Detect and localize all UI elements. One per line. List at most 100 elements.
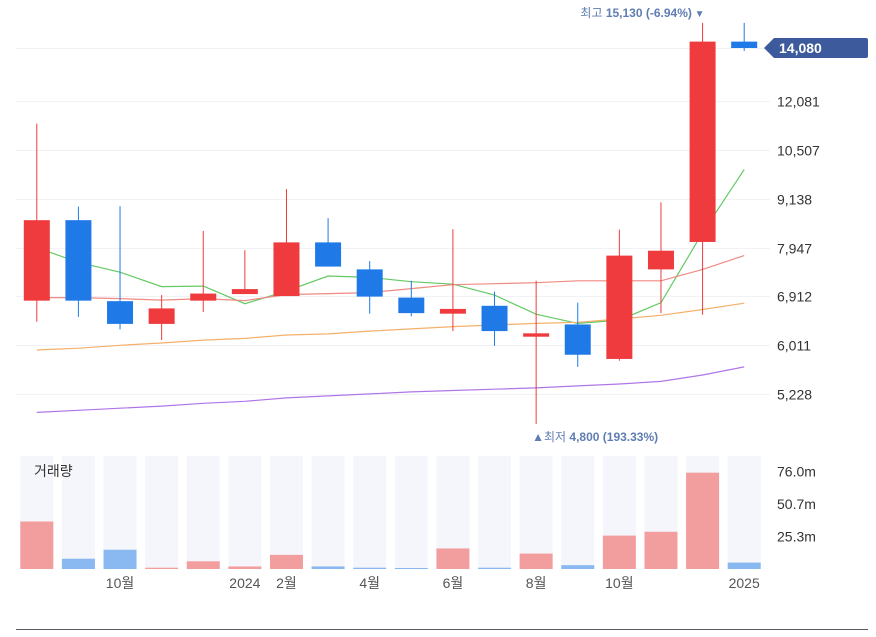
candle xyxy=(523,280,550,424)
time-tick-label: 2024 xyxy=(229,575,260,591)
time-axis: 10월 2024 2월 4월 6월 8월 10월 2025 xyxy=(106,575,760,591)
candle xyxy=(273,189,300,297)
high-price-annotation: 최고 15,130 (-6.94%) ▼ xyxy=(580,6,704,20)
price-axis: 12,081 10,507 9,138 7,947 6,912 6,011 5,228 xyxy=(777,94,820,403)
moving-average-line xyxy=(36,255,745,302)
candle-body xyxy=(731,41,758,48)
volume-bar xyxy=(478,567,512,569)
high-value: 15,130 (-6.94%) xyxy=(606,6,692,20)
candle xyxy=(689,22,716,315)
low-price-annotation: ▲최저 4,800 (193.33%) xyxy=(532,430,658,444)
volume-bar xyxy=(61,558,95,569)
volume-slot-bg xyxy=(228,456,262,569)
low-label: ▲최저 xyxy=(532,430,569,444)
current-price-label: 14,080 xyxy=(779,40,822,56)
price-tick-label: 10,507 xyxy=(777,143,820,159)
time-tick-label: 10월 xyxy=(106,575,134,591)
volume-slot-bg xyxy=(61,456,95,569)
time-tick-label: 10월 xyxy=(605,575,633,591)
volume-bar xyxy=(519,553,553,569)
volume-tick-label: 76.0m xyxy=(777,463,816,479)
candle-body xyxy=(273,242,300,297)
volume-bar xyxy=(394,568,428,569)
volume-slot-bg xyxy=(186,456,220,569)
high-marker-icon: ▼ xyxy=(692,9,705,20)
volume-bar xyxy=(644,531,678,569)
candle xyxy=(398,280,425,317)
volume-bar xyxy=(602,535,636,569)
volume-bar xyxy=(20,521,54,569)
volume-slot-bg xyxy=(311,456,345,569)
volume-bar xyxy=(686,472,720,569)
volume-bar xyxy=(145,567,179,569)
price-gridlines xyxy=(16,48,770,395)
volume-bar xyxy=(103,549,137,569)
candle-body xyxy=(439,308,466,314)
volume-bar xyxy=(228,566,262,569)
candle-body xyxy=(606,255,633,359)
volume-bar xyxy=(436,548,470,569)
candle xyxy=(564,302,591,367)
time-tick-label: 2월 xyxy=(276,575,297,591)
candle-body xyxy=(689,41,716,242)
candle-body xyxy=(315,242,342,267)
candle xyxy=(439,229,466,332)
volume-bar xyxy=(186,561,220,569)
volume-slot-bg xyxy=(727,456,761,569)
candle-body xyxy=(523,333,550,337)
candle-body xyxy=(356,269,383,297)
candle-body xyxy=(107,301,134,324)
volume-slot-bg xyxy=(478,456,512,569)
candle xyxy=(647,202,674,314)
candles xyxy=(23,22,758,424)
candle-body xyxy=(231,289,258,295)
high-label: 최고 xyxy=(580,6,605,20)
volume-slot-bg xyxy=(519,456,553,569)
bottom-divider xyxy=(16,629,868,630)
candle-body xyxy=(647,250,674,270)
time-tick-label: 2025 xyxy=(729,575,760,591)
candle xyxy=(356,261,383,314)
moving-average-lines xyxy=(36,169,745,413)
volume-tick-label: 50.7m xyxy=(777,496,816,512)
candle xyxy=(148,295,175,341)
volume-bar xyxy=(561,565,595,569)
time-tick-label: 8월 xyxy=(526,575,547,591)
volume-bar xyxy=(311,566,345,569)
time-tick-label: 6월 xyxy=(443,575,464,591)
candle-body xyxy=(481,305,508,332)
price-tick-label: 5,228 xyxy=(777,387,812,403)
candle xyxy=(190,230,217,313)
candle xyxy=(231,250,258,295)
volume-slot-bg xyxy=(145,456,179,569)
volume-panel: 거래량 76.0m 50.7m 25.3m xyxy=(20,456,816,569)
time-tick-label: 4월 xyxy=(359,575,380,591)
annotations: 최고 15,130 (-6.94%) ▼ ▲최저 4,800 (193.33%) 1… xyxy=(532,6,868,444)
price-tick-label: 9,138 xyxy=(777,192,812,208)
candle xyxy=(606,229,633,361)
volume-slot-bg xyxy=(353,456,387,569)
candle-body xyxy=(564,324,591,355)
volume-slot-bg xyxy=(394,456,428,569)
current-price-tag: 14,080 xyxy=(764,38,868,58)
candle xyxy=(65,206,92,317)
candle-body xyxy=(23,220,50,301)
moving-average-line xyxy=(36,169,745,325)
price-tick-label: 6,011 xyxy=(777,338,811,354)
volume-tick-label: 25.3m xyxy=(777,529,816,545)
candle-body xyxy=(148,308,175,324)
volume-bar xyxy=(353,567,387,569)
price-tick-label: 7,947 xyxy=(777,241,812,257)
moving-average-line xyxy=(36,302,745,351)
candle-body xyxy=(190,293,217,301)
price-tick-label: 12,081 xyxy=(777,94,820,110)
volume-slot-bg xyxy=(561,456,595,569)
candle xyxy=(23,123,50,322)
price-tick-label: 6,912 xyxy=(777,289,812,305)
candle xyxy=(731,22,758,51)
volume-title: 거래량 xyxy=(34,463,73,479)
volume-slot-bg xyxy=(269,456,303,569)
volume-bar xyxy=(727,562,761,569)
